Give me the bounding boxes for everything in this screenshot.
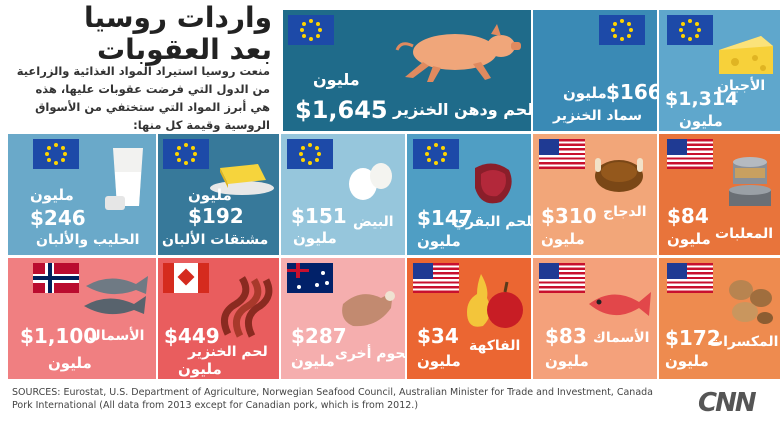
- nuts-label: المكسرات: [709, 334, 779, 350]
- us-flag-icon: [667, 139, 713, 169]
- fish-us-value: $83: [545, 324, 587, 348]
- cheese-unit: مليون: [679, 112, 723, 130]
- tile-fruit: $34 مليون الفاكهة: [407, 258, 531, 379]
- fruit-value: $34: [417, 324, 459, 348]
- beef-value: $147: [417, 206, 473, 230]
- eggs-unit: مليون: [293, 229, 337, 247]
- eu-flag-icon: [33, 139, 79, 169]
- australia-flag-icon: [287, 263, 333, 293]
- chicken-label: الدجاج: [603, 204, 647, 220]
- tile-chicken: الدجاج $310 مليون: [533, 134, 657, 255]
- tile-fish-norway: $1,100 مليون الأسماك: [8, 258, 156, 379]
- us-flag-icon: [539, 139, 585, 169]
- milk-label: الحليب والألبان: [36, 232, 140, 248]
- chicken-value: $310: [541, 204, 597, 228]
- eu-flag-icon: [288, 15, 334, 45]
- tile-cheese: الأجبان $1,314 مليون: [659, 10, 780, 131]
- cheese-label: الأجبان: [717, 78, 766, 94]
- fish-norway-unit: مليون: [48, 354, 92, 372]
- can-icon: [729, 157, 771, 206]
- bacon-unit: مليون: [178, 360, 222, 378]
- pork-label: لحم ودهن الخنزير: [393, 100, 531, 119]
- steak-icon: [475, 163, 512, 204]
- dairy-unit: مليون: [188, 186, 232, 204]
- eu-flag-icon: [163, 139, 209, 169]
- us-flag-icon: [413, 263, 459, 293]
- tile-fertilizer: مليون $166 سماد الخنزير: [533, 10, 657, 131]
- tile-milk: مليون $246 الحليب والألبان: [8, 134, 156, 255]
- fish-icon: [84, 276, 148, 315]
- nuts-unit: مليون: [665, 352, 709, 370]
- tile-dairy: مليون $192 مشتقات الألبان: [158, 134, 279, 255]
- milk-value: $246: [30, 206, 86, 230]
- tile-nuts: $172 مليون المكسرات: [659, 258, 780, 379]
- milk-icon: [105, 148, 143, 210]
- fish-us-unit: مليون: [545, 352, 589, 370]
- nuts-icon: [729, 280, 773, 324]
- canned-unit: مليون: [667, 230, 711, 248]
- meat-icon: [342, 291, 395, 327]
- eggs-value: $151: [291, 204, 347, 228]
- cheese-icon: [719, 36, 773, 74]
- eggs-label: البيض: [353, 214, 394, 230]
- tile-canned: $84 مليون المعلبات: [659, 134, 780, 255]
- eggs-icon: [349, 163, 392, 200]
- bacon-value: $449: [164, 324, 220, 348]
- intro-text: منعت روسيا استيراد المواد الغذائية والزر…: [16, 64, 270, 132]
- title-line-2: بعد العقوبات: [96, 33, 272, 66]
- chicken-unit: مليون: [541, 230, 585, 248]
- tile-bacon: $449 لحم الخنزير مليون: [158, 258, 279, 379]
- canned-value: $84: [667, 204, 709, 228]
- fruit-icon: [467, 274, 523, 328]
- butter-icon: [210, 164, 274, 195]
- nuts-value: $172: [665, 326, 721, 350]
- beef-label: اللحم البقري: [453, 214, 531, 230]
- eu-flag-icon: [667, 15, 713, 45]
- tile-meat: $287 مليون لحوم أخرى: [281, 258, 405, 379]
- us-flag-icon: [667, 263, 713, 293]
- cnn-logo: CNN: [698, 388, 757, 418]
- eu-flag-icon: [287, 139, 333, 169]
- dairy-label: مشتقات الألبان: [162, 232, 269, 248]
- eu-flag-icon: [413, 139, 459, 169]
- pig-icon: [395, 24, 521, 82]
- tile-eggs: $151 مليون البيض: [281, 134, 405, 255]
- fish-norway-value: $1,100: [20, 324, 98, 348]
- bacon-label: لحم الخنزير: [188, 344, 268, 360]
- norway-flag-icon: [33, 263, 79, 293]
- beef-unit: مليون: [417, 232, 461, 250]
- fertilizer-unit: مليون: [563, 84, 607, 102]
- tile-beef: $147 مليون اللحم البقري: [407, 134, 531, 255]
- milk-unit: مليون: [30, 186, 74, 204]
- cheese-value: $1,314: [665, 88, 739, 110]
- fertilizer-label: سماد الخنزير: [553, 108, 643, 124]
- bacon-icon: [220, 276, 273, 338]
- dairy-value: $192: [188, 204, 244, 228]
- fruit-unit: مليون: [417, 352, 461, 370]
- fertilizer-value: $166: [606, 80, 657, 104]
- pork-unit: مليون: [313, 70, 360, 89]
- sources-text: SOURCES: Eurostat, U.S. Department of Ag…: [12, 387, 653, 411]
- eu-flag-icon: [599, 15, 645, 45]
- title-line-1: واردات روسيا: [84, 1, 272, 34]
- fish-norway-label: الأسماك: [88, 328, 145, 344]
- chicken-icon: [595, 158, 643, 192]
- us-flag-icon: [539, 263, 585, 293]
- fish-us-label: الأسماك: [593, 330, 650, 346]
- infographic-title: واردات روسيا بعد العقوبات: [2, 2, 272, 66]
- tile-pork: $1,645 مليون لحم ودهن الخنزير: [283, 10, 531, 131]
- canned-label: المعلبات: [715, 226, 774, 242]
- tile-fish-us: $83 مليون الأسماك: [533, 258, 657, 379]
- meat-label: لحوم أخرى: [335, 346, 405, 362]
- fish-icon: [589, 292, 651, 316]
- canada-flag-icon: [163, 263, 209, 293]
- fruit-label: الفاكهة: [469, 338, 521, 354]
- meat-value: $287: [291, 324, 347, 348]
- pork-value: $1,645: [295, 96, 388, 124]
- meat-unit: مليون: [291, 352, 335, 370]
